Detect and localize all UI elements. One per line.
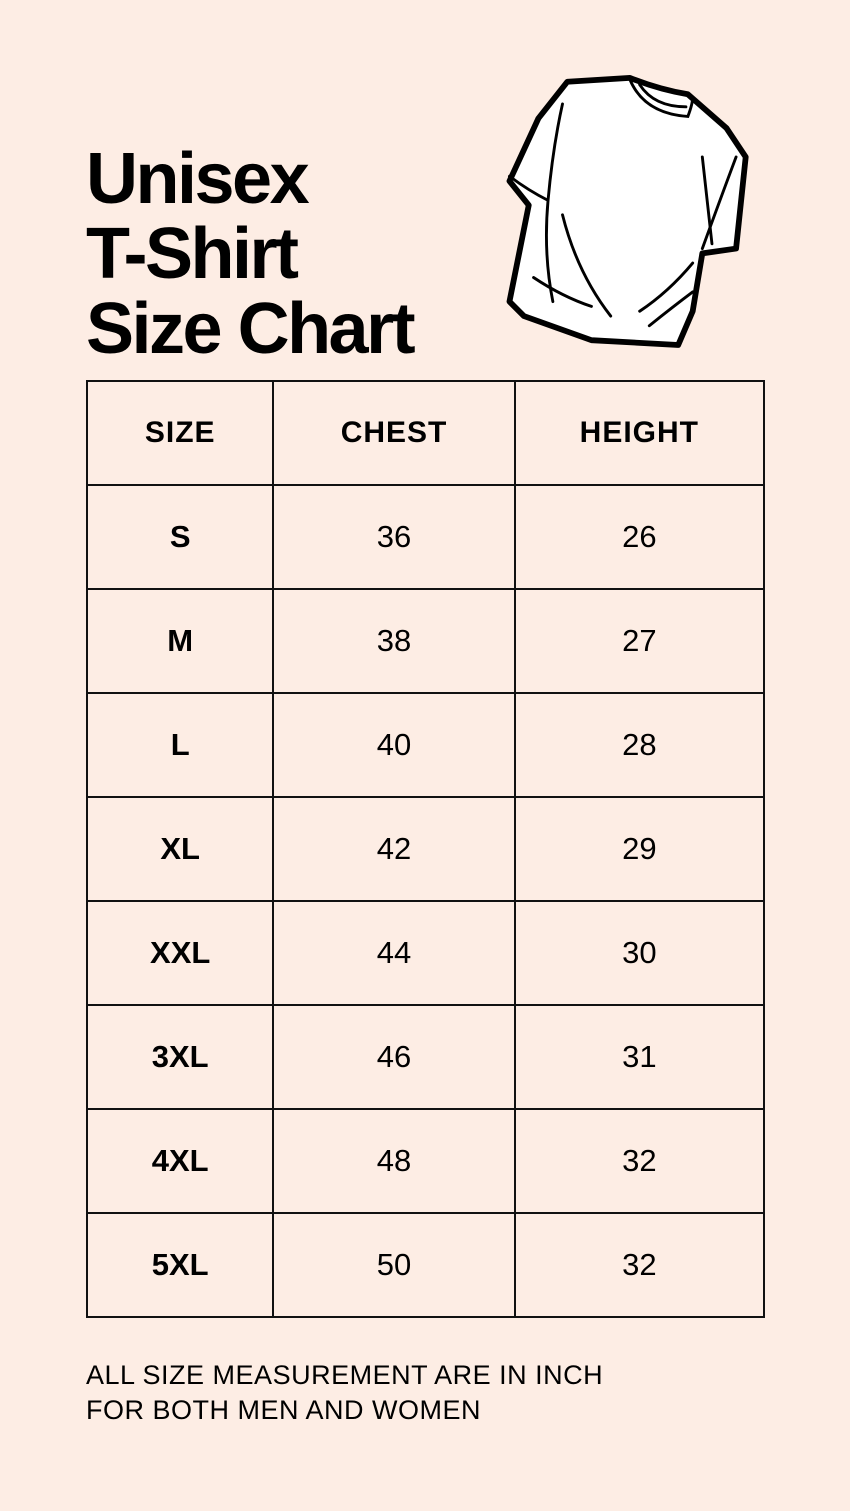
size-cell: XL [85,796,275,902]
title-line: Size Chart [86,289,416,369]
note-line: ALL SIZE MEASUREMENT ARE IN INCH [86,1360,604,1390]
chest-cell: 50 [272,1212,516,1318]
height-cell: 29 [513,796,766,902]
height-cell: 32 [513,1108,766,1214]
height-cell: 30 [513,900,766,1006]
table-row: 4XL 48 32 [85,1108,766,1214]
size-cell: L [85,692,275,798]
size-cell: 3XL [85,1004,275,1110]
size-cell: XXL [85,900,275,1006]
size-cell: 5XL [85,1212,275,1318]
table-header-row: SIZE CHEST HEIGHT [85,380,766,486]
chest-cell: 40 [272,692,516,798]
chest-cell: 46 [272,1004,516,1110]
t-shirt-icon [506,74,749,348]
header-height: HEIGHT [513,380,766,486]
size-cell: S [85,484,275,590]
table-row: M 38 27 [85,588,766,694]
header-size: SIZE [85,380,275,486]
table-row: XXL 44 30 [85,900,766,1006]
table-row: 5XL 50 32 [85,1212,766,1318]
table-row: XL 42 29 [85,796,766,902]
chest-cell: 42 [272,796,516,902]
size-table: SIZE CHEST HEIGHT S 36 26 M 38 27 L 40 28 XL 42 29 X… [85,380,766,1318]
size-cell: M [85,588,275,694]
height-cell: 26 [513,484,766,590]
height-cell: 28 [513,692,766,798]
chest-cell: 48 [272,1108,516,1214]
title-line: Unisex [86,139,310,219]
height-cell: 31 [513,1004,766,1110]
table-row: L 40 28 [85,692,766,798]
note-line: FOR BOTH MEN AND WOMEN [86,1395,481,1425]
page-title: Unisex T-Shirt Size Chart [86,139,416,369]
size-cell: 4XL [85,1108,275,1214]
height-cell: 27 [513,588,766,694]
table-row: S 36 26 [85,484,766,590]
table-row: 3XL 46 31 [85,1004,766,1110]
measurement-note: ALL SIZE MEASUREMENT ARE IN INCH FOR BOT… [86,1358,603,1428]
chest-cell: 38 [272,588,516,694]
header-chest: CHEST [272,380,516,486]
height-cell: 32 [513,1212,766,1318]
chest-cell: 44 [272,900,516,1006]
title-line: T-Shirt [86,214,299,294]
chest-cell: 36 [272,484,516,590]
